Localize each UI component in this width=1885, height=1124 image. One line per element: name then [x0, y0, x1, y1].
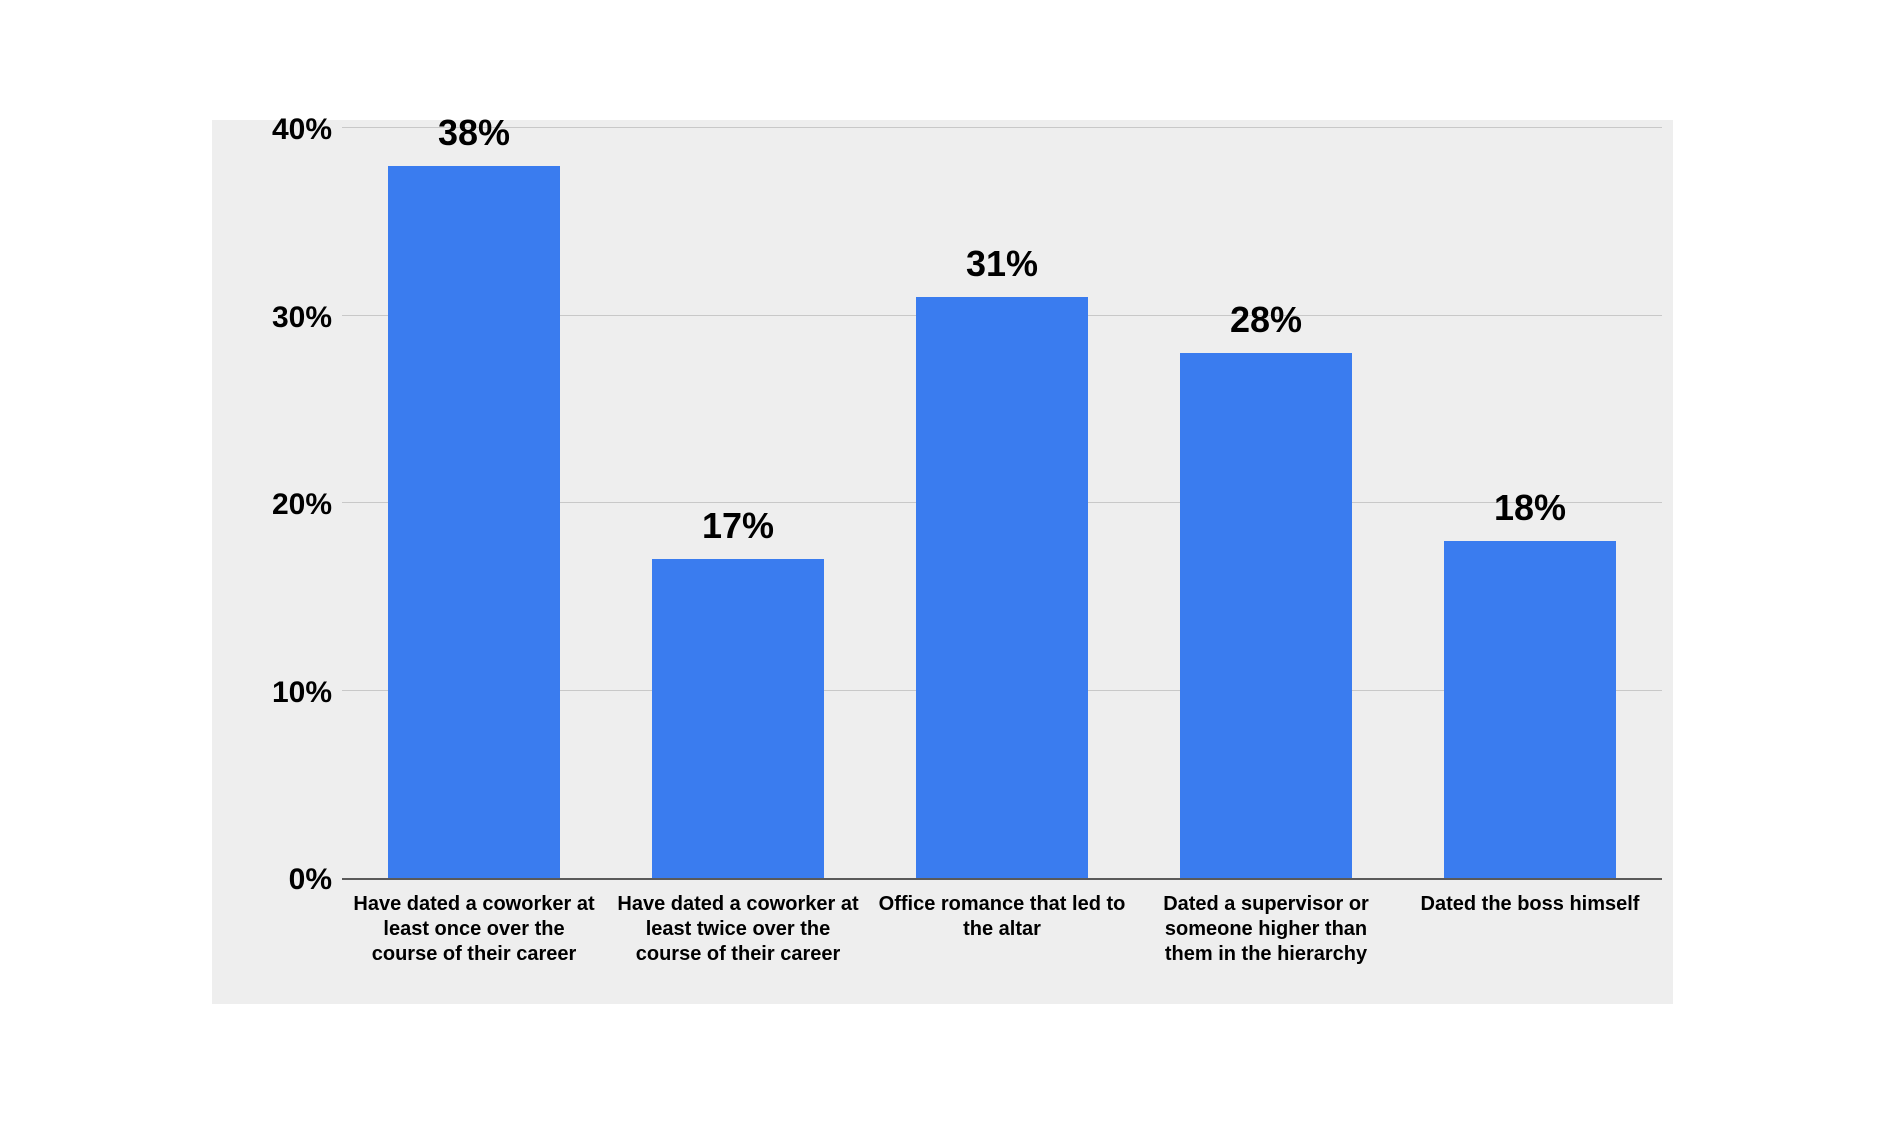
x-axis-label: Office romance that led to the altar — [877, 892, 1127, 942]
y-axis-label: 20% — [212, 488, 332, 522]
bar-slot: 31%Office romance that led to the altar — [870, 128, 1134, 878]
plot-area: 38%Have dated a coworker at least once o… — [342, 130, 1662, 880]
x-axis-label: Have dated a coworker at least twice ove… — [613, 892, 863, 967]
bar — [388, 166, 560, 879]
bar — [1180, 353, 1352, 878]
y-axis-label: 0% — [212, 863, 332, 897]
y-axis-label: 10% — [212, 676, 332, 710]
bar — [652, 559, 824, 878]
y-axis-label: 30% — [212, 301, 332, 335]
y-axis-label: 40% — [212, 113, 332, 147]
bar-value-label: 38% — [438, 112, 510, 154]
chart-frame: 38%Have dated a coworker at least once o… — [212, 120, 1673, 1004]
bar-slot: 18%Dated the boss himself — [1398, 128, 1662, 878]
bar-chart: 38%Have dated a coworker at least once o… — [212, 120, 1673, 1004]
bar-slot: 38%Have dated a coworker at least once o… — [342, 128, 606, 878]
bar-slot: 28%Dated a supervisor or someone higher … — [1134, 128, 1398, 878]
bar-slot: 17%Have dated a coworker at least twice … — [606, 128, 870, 878]
bar-value-label: 17% — [702, 505, 774, 547]
bar — [916, 297, 1088, 878]
bar-value-label: 31% — [966, 243, 1038, 285]
bar-value-label: 18% — [1494, 487, 1566, 529]
x-axis-label: Dated the boss himself — [1405, 892, 1655, 917]
bar — [1444, 541, 1616, 879]
x-axis-label: Dated a supervisor or someone higher tha… — [1141, 892, 1391, 967]
x-axis-label: Have dated a coworker at least once over… — [349, 892, 599, 967]
bar-value-label: 28% — [1230, 299, 1302, 341]
